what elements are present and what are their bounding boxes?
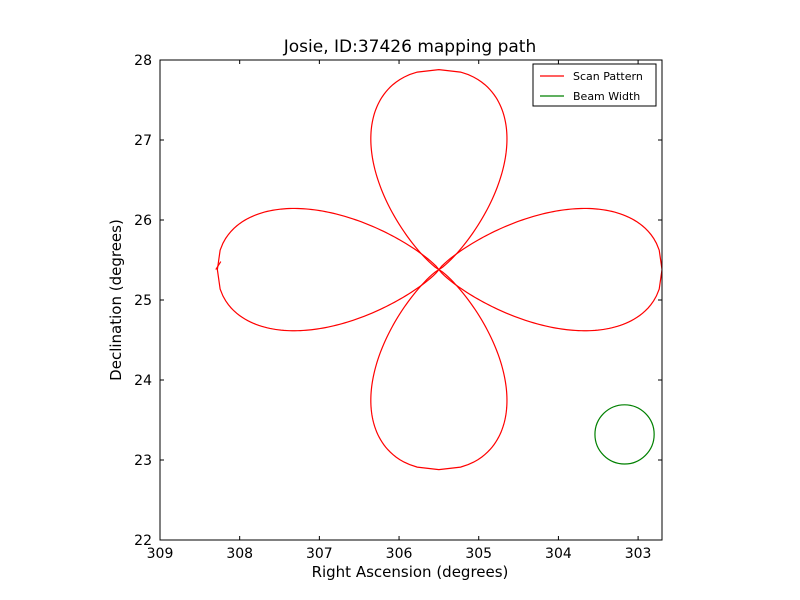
legend-label-scan-pattern: Scan Pattern xyxy=(573,70,643,83)
x-axis-label: Right Ascension (degrees) xyxy=(312,563,509,581)
chart-title: Josie, ID:37426 mapping path xyxy=(283,37,536,57)
y-tick-label: 26 xyxy=(134,213,152,229)
legend-box xyxy=(532,63,657,107)
x-tick-label: 307 xyxy=(306,546,333,562)
x-tick-label: 303 xyxy=(625,546,652,562)
x-axis: 309 308 307 306 305 304 303 xyxy=(147,60,652,562)
scan-pattern-petal-south xyxy=(370,269,508,471)
legend-label-beam-width: Beam Width xyxy=(573,90,640,103)
scan-pattern-petal-north xyxy=(370,68,508,271)
y-tick-label: 24 xyxy=(134,373,152,389)
x-tick-label: 308 xyxy=(226,546,253,562)
y-tick-label: 23 xyxy=(134,453,152,469)
y-tick-label: 27 xyxy=(134,133,152,149)
y-axis-label: Declination (degrees) xyxy=(107,219,125,381)
scan-pattern-petal-west xyxy=(216,207,440,332)
y-axis: 22 23 24 25 26 27 28 xyxy=(134,53,662,549)
beam-width-circle xyxy=(594,404,655,465)
scan-pattern-petal-east xyxy=(438,207,662,332)
x-tick-label: 309 xyxy=(147,546,174,562)
x-tick-label: 304 xyxy=(545,546,572,562)
y-tick-label: 28 xyxy=(134,53,152,69)
y-tick-label: 22 xyxy=(134,533,152,549)
legend: Scan Pattern Beam Width xyxy=(532,63,657,107)
x-tick-label: 306 xyxy=(386,546,413,562)
data-layer xyxy=(215,68,662,471)
y-tick-label: 25 xyxy=(134,293,152,309)
x-tick-label: 305 xyxy=(465,546,492,562)
scan-pattern-start xyxy=(215,261,222,270)
